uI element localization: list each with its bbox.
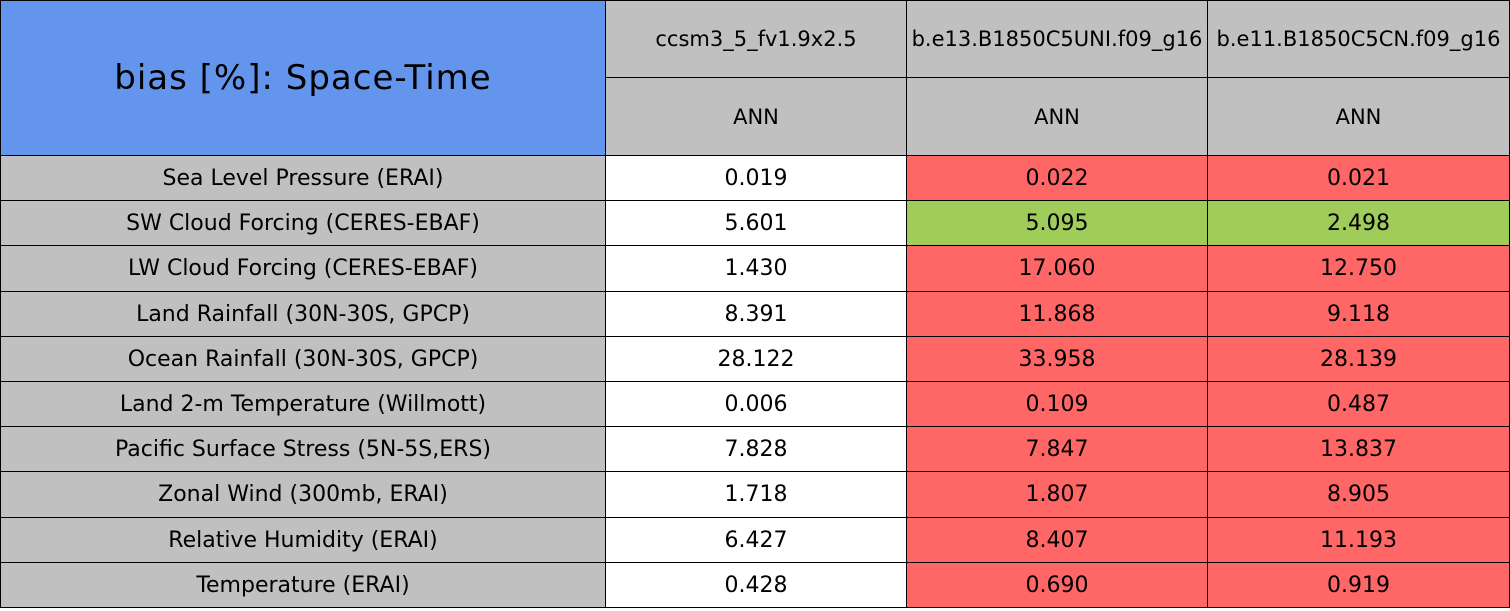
value-cell-text: 8.905: [1327, 482, 1390, 507]
row-label: Zonal Wind (300mb, ERAI): [0, 471, 606, 518]
value-cell-text: 5.095: [1025, 210, 1089, 236]
value-cell-text: 0.019: [724, 165, 788, 191]
value-cell-text: 0.021: [1327, 165, 1390, 191]
value-cell: 11.868: [906, 291, 1208, 337]
season-header: ANN: [1207, 77, 1510, 156]
value-cell-text: 6.427: [724, 527, 788, 553]
value-cell-text: 1.807: [1025, 482, 1089, 507]
title-cell-text: bias [%]: Space-Time: [114, 58, 492, 98]
row-label: Ocean Rainfall (30N-30S, GPCP): [0, 336, 606, 382]
value-cell-text: 12.750: [1320, 256, 1397, 281]
row-label: Temperature (ERAI): [0, 562, 606, 608]
value-cell-text: 8.391: [724, 301, 788, 327]
value-cell-text: 28.122: [717, 346, 795, 372]
value-cell-text: 8.407: [1025, 527, 1089, 553]
value-cell: 5.601: [605, 200, 907, 246]
value-cell-text: 0.487: [1327, 391, 1390, 417]
value-cell: 8.391: [605, 291, 907, 337]
value-cell: 1.807: [906, 471, 1208, 518]
value-cell-text: 0.022: [1025, 165, 1089, 191]
value-cell-text: 0.919: [1327, 572, 1390, 598]
value-cell-text: 0.109: [1025, 391, 1089, 417]
column-header: b.e11.B1850C5CN.f09_g16: [1207, 0, 1510, 78]
value-cell: 0.690: [906, 562, 1208, 608]
value-cell: 17.060: [906, 245, 1208, 292]
row-label: LW Cloud Forcing (CERES-EBAF): [0, 245, 606, 292]
value-cell-text: 13.837: [1320, 436, 1397, 462]
column-header: b.e13.B1850C5UNI.f09_g16: [906, 0, 1208, 78]
value-cell-text: 0.690: [1025, 572, 1089, 598]
value-cell: 7.847: [906, 426, 1208, 472]
value-cell: 2.498: [1207, 200, 1510, 246]
value-cell-text: 7.847: [1025, 436, 1089, 462]
row-label-text: Zonal Wind (300mb, ERAI): [158, 482, 448, 507]
value-cell: 0.021: [1207, 155, 1510, 201]
value-cell-text: 28.139: [1320, 346, 1397, 372]
season-header-text: ANN: [1335, 104, 1382, 129]
value-cell-text: 0.006: [724, 391, 788, 417]
column-header-bg: [906, 0, 1208, 78]
value-cell: 0.022: [906, 155, 1208, 201]
value-cell: 5.095: [906, 200, 1208, 246]
value-cell: 12.750: [1207, 245, 1510, 292]
row-label-text: Pacific Surface Stress (5N-5S,ERS): [115, 436, 491, 462]
value-cell: 7.828: [605, 426, 907, 472]
value-cell: 11.193: [1207, 517, 1510, 563]
row-label: Sea Level Pressure (ERAI): [0, 155, 606, 201]
row-label-text: Ocean Rainfall (30N-30S, GPCP): [127, 346, 479, 372]
season-header-text: ANN: [733, 104, 779, 129]
value-cell-text: 11.193: [1320, 527, 1397, 553]
value-cell: 0.019: [605, 155, 907, 201]
row-label: Land Rainfall (30N-30S, GPCP): [0, 291, 606, 337]
value-cell: 28.139: [1207, 336, 1510, 382]
row-label-text: LW Cloud Forcing (CERES-EBAF): [127, 256, 479, 281]
value-cell: 1.430: [605, 245, 907, 292]
column-header-text: b.e11.B1850C5CN.f09_g16: [1216, 27, 1501, 51]
value-cell: 0.109: [906, 381, 1208, 427]
value-cell: 6.427: [605, 517, 907, 563]
value-cell-text: 11.868: [1018, 301, 1096, 327]
value-cell: 0.487: [1207, 381, 1510, 427]
value-cell: 28.122: [605, 336, 907, 382]
season-header: ANN: [906, 77, 1208, 156]
row-label-text: Land 2-m Temperature (Willmott): [119, 391, 487, 417]
value-cell-text: 9.118: [1327, 301, 1390, 327]
column-header-text: ccsm3_5_fv1.9x2.5: [655, 27, 857, 51]
row-label-text: SW Cloud Forcing (CERES-EBAF): [126, 210, 480, 236]
value-cell-text: 1.718: [724, 482, 788, 507]
row-label-text: Relative Humidity (ERAI): [168, 527, 438, 553]
column-header: ccsm3_5_fv1.9x2.5: [605, 0, 907, 78]
row-label-text: Temperature (ERAI): [196, 572, 410, 598]
value-cell-text: 1.430: [724, 256, 788, 281]
value-cell: 0.428: [605, 562, 907, 608]
value-cell: 0.919: [1207, 562, 1510, 608]
row-label: SW Cloud Forcing (CERES-EBAF): [0, 200, 606, 246]
title-cell: bias [%]: Space-Time: [0, 0, 606, 156]
value-cell-text: 7.828: [724, 436, 788, 462]
column-header-text: b.e13.B1850C5UNI.f09_g16: [911, 27, 1203, 51]
value-cell: 8.407: [906, 517, 1208, 563]
row-label: Land 2-m Temperature (Willmott): [0, 381, 606, 427]
value-cell: 0.006: [605, 381, 907, 427]
value-cell-text: 17.060: [1018, 256, 1096, 281]
row-label: Pacific Surface Stress (5N-5S,ERS): [0, 426, 606, 472]
value-cell: 1.718: [605, 471, 907, 518]
value-cell: 9.118: [1207, 291, 1510, 337]
row-label-text: Sea Level Pressure (ERAI): [162, 165, 444, 191]
value-cell-text: 0.428: [724, 572, 788, 598]
season-header: ANN: [605, 77, 907, 156]
row-label-text: Land Rainfall (30N-30S, GPCP): [136, 301, 470, 327]
value-cell: 8.905: [1207, 471, 1510, 518]
row-label: Relative Humidity (ERAI): [0, 517, 606, 563]
value-cell: 13.837: [1207, 426, 1510, 472]
value-cell-text: 2.498: [1327, 210, 1390, 236]
season-header-text: ANN: [1034, 104, 1080, 129]
value-cell-text: 33.958: [1018, 346, 1096, 372]
value-cell-text: 5.601: [724, 210, 788, 236]
value-cell: 33.958: [906, 336, 1208, 382]
